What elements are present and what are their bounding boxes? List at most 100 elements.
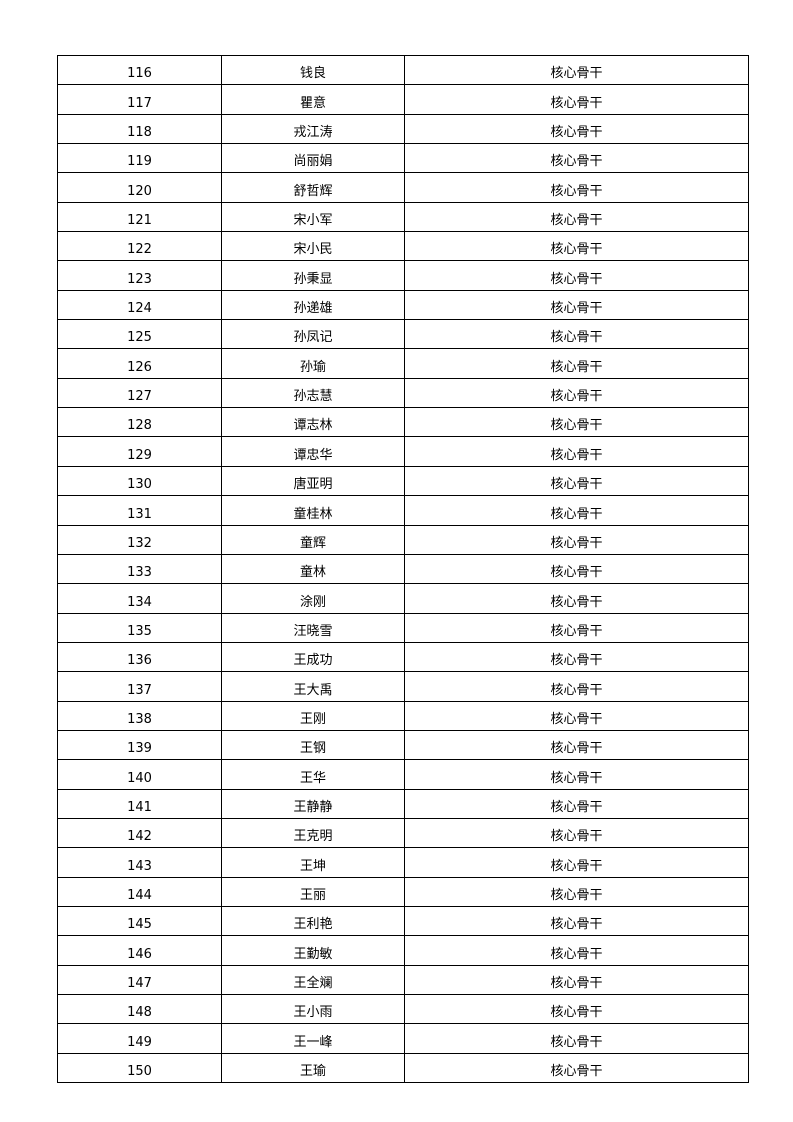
person-name: 王华 bbox=[221, 759, 405, 790]
person-name: 童林 bbox=[221, 553, 405, 585]
role: 核心骨干 bbox=[404, 700, 749, 731]
table-row: 122 宋小民 核心骨干 bbox=[57, 231, 749, 262]
person-name: 谭忠华 bbox=[221, 436, 405, 467]
row-number: 122 bbox=[57, 231, 222, 262]
table-row: 131 童桂林 核心骨干 bbox=[57, 495, 749, 526]
role: 核心骨干 bbox=[404, 583, 749, 614]
person-name: 宋小民 bbox=[221, 231, 405, 262]
role: 核心骨干 bbox=[404, 465, 749, 497]
row-number: 129 bbox=[57, 436, 222, 467]
table-row: 140 王华 核心骨干 bbox=[57, 759, 749, 790]
row-number: 145 bbox=[57, 905, 222, 937]
row-number: 123 bbox=[57, 260, 222, 291]
table-row: 126 孙瑜 核心骨干 bbox=[57, 348, 749, 379]
table-row: 149 王一峰 核心骨干 bbox=[57, 1023, 749, 1054]
row-number: 137 bbox=[57, 671, 222, 702]
role: 核心骨干 bbox=[404, 876, 749, 907]
row-number: 130 bbox=[57, 465, 222, 497]
row-number: 118 bbox=[57, 113, 222, 145]
table-row: 133 童林 核心骨干 bbox=[57, 553, 749, 585]
role: 核心骨干 bbox=[404, 495, 749, 526]
role: 核心骨干 bbox=[404, 201, 749, 233]
role: 核心骨干 bbox=[404, 407, 749, 438]
row-number: 141 bbox=[57, 788, 222, 819]
row-number: 149 bbox=[57, 1023, 222, 1054]
role: 核心骨干 bbox=[404, 935, 749, 966]
row-number: 127 bbox=[57, 377, 222, 409]
person-name: 王小雨 bbox=[221, 993, 405, 1025]
person-name: 宋小军 bbox=[221, 201, 405, 233]
table-row: 132 童辉 核心骨干 bbox=[57, 524, 749, 555]
table-row: 121 宋小军 核心骨干 bbox=[57, 201, 749, 233]
table-row: 123 孙秉显 核心骨干 bbox=[57, 260, 749, 291]
table-row: 118 戎江涛 核心骨干 bbox=[57, 113, 749, 145]
role: 核心骨干 bbox=[404, 553, 749, 585]
row-number: 135 bbox=[57, 612, 222, 643]
role: 核心骨干 bbox=[404, 759, 749, 790]
table-row: 125 孙凤记 核心骨干 bbox=[57, 319, 749, 350]
person-name: 王全斓 bbox=[221, 964, 405, 996]
person-name: 孙瑜 bbox=[221, 348, 405, 379]
role: 核心骨干 bbox=[404, 964, 749, 996]
role: 核心骨干 bbox=[404, 231, 749, 262]
row-number: 147 bbox=[57, 964, 222, 996]
role: 核心骨干 bbox=[404, 905, 749, 937]
role: 核心骨干 bbox=[404, 788, 749, 819]
row-number: 150 bbox=[57, 1052, 222, 1084]
row-number: 133 bbox=[57, 553, 222, 585]
role: 核心骨干 bbox=[404, 612, 749, 643]
role: 核心骨干 bbox=[404, 729, 749, 761]
person-name: 王丽 bbox=[221, 876, 405, 907]
table-row: 130 唐亚明 核心骨干 bbox=[57, 465, 749, 497]
row-number: 128 bbox=[57, 407, 222, 438]
row-number: 121 bbox=[57, 201, 222, 233]
person-name: 瞿意 bbox=[221, 84, 405, 115]
row-number: 143 bbox=[57, 847, 222, 878]
table-row: 145 王利艳 核心骨干 bbox=[57, 905, 749, 937]
table-row: 150 王瑜 核心骨干 bbox=[57, 1052, 749, 1084]
table-row: 139 王钢 核心骨干 bbox=[57, 729, 749, 761]
row-number: 131 bbox=[57, 495, 222, 526]
role: 核心骨干 bbox=[404, 847, 749, 878]
person-name: 戎江涛 bbox=[221, 113, 405, 145]
role: 核心骨干 bbox=[404, 319, 749, 350]
person-name: 童辉 bbox=[221, 524, 405, 555]
person-name: 王刚 bbox=[221, 700, 405, 731]
table-row: 117 瞿意 核心骨干 bbox=[57, 84, 749, 115]
role: 核心骨干 bbox=[404, 143, 749, 174]
role: 核心骨干 bbox=[404, 289, 749, 321]
person-name: 王成功 bbox=[221, 641, 405, 673]
row-number: 119 bbox=[57, 143, 222, 174]
table-row: 116 钱良 核心骨干 bbox=[57, 54, 749, 86]
row-number: 140 bbox=[57, 759, 222, 790]
role: 核心骨干 bbox=[404, 817, 749, 849]
person-name: 童桂林 bbox=[221, 495, 405, 526]
person-name: 王大禹 bbox=[221, 671, 405, 702]
table-row: 124 孙递雄 核心骨干 bbox=[57, 289, 749, 321]
role: 核心骨干 bbox=[404, 84, 749, 115]
role: 核心骨干 bbox=[404, 641, 749, 673]
role: 核心骨干 bbox=[404, 54, 749, 86]
table-row: 136 王成功 核心骨干 bbox=[57, 641, 749, 673]
table-row: 134 涂刚 核心骨干 bbox=[57, 583, 749, 614]
table-row: 137 王大禹 核心骨干 bbox=[57, 671, 749, 702]
person-name: 孙凤记 bbox=[221, 319, 405, 350]
table-row: 141 王静静 核心骨干 bbox=[57, 788, 749, 819]
table-row: 148 王小雨 核心骨干 bbox=[57, 993, 749, 1025]
row-number: 139 bbox=[57, 729, 222, 761]
person-name: 孙志慧 bbox=[221, 377, 405, 409]
person-name: 唐亚明 bbox=[221, 465, 405, 497]
role: 核心骨干 bbox=[404, 1052, 749, 1084]
role: 核心骨干 bbox=[404, 348, 749, 379]
person-name: 王勤敏 bbox=[221, 935, 405, 966]
table-row: 146 王勤敏 核心骨干 bbox=[57, 935, 749, 966]
role: 核心骨干 bbox=[404, 524, 749, 555]
row-number: 136 bbox=[57, 641, 222, 673]
table-row: 129 谭忠华 核心骨干 bbox=[57, 436, 749, 467]
person-name: 王利艳 bbox=[221, 905, 405, 937]
table-row: 119 尚丽娟 核心骨干 bbox=[57, 143, 749, 174]
table-row: 138 王刚 核心骨干 bbox=[57, 700, 749, 731]
person-name: 王钢 bbox=[221, 729, 405, 761]
person-name: 舒哲辉 bbox=[221, 172, 405, 203]
